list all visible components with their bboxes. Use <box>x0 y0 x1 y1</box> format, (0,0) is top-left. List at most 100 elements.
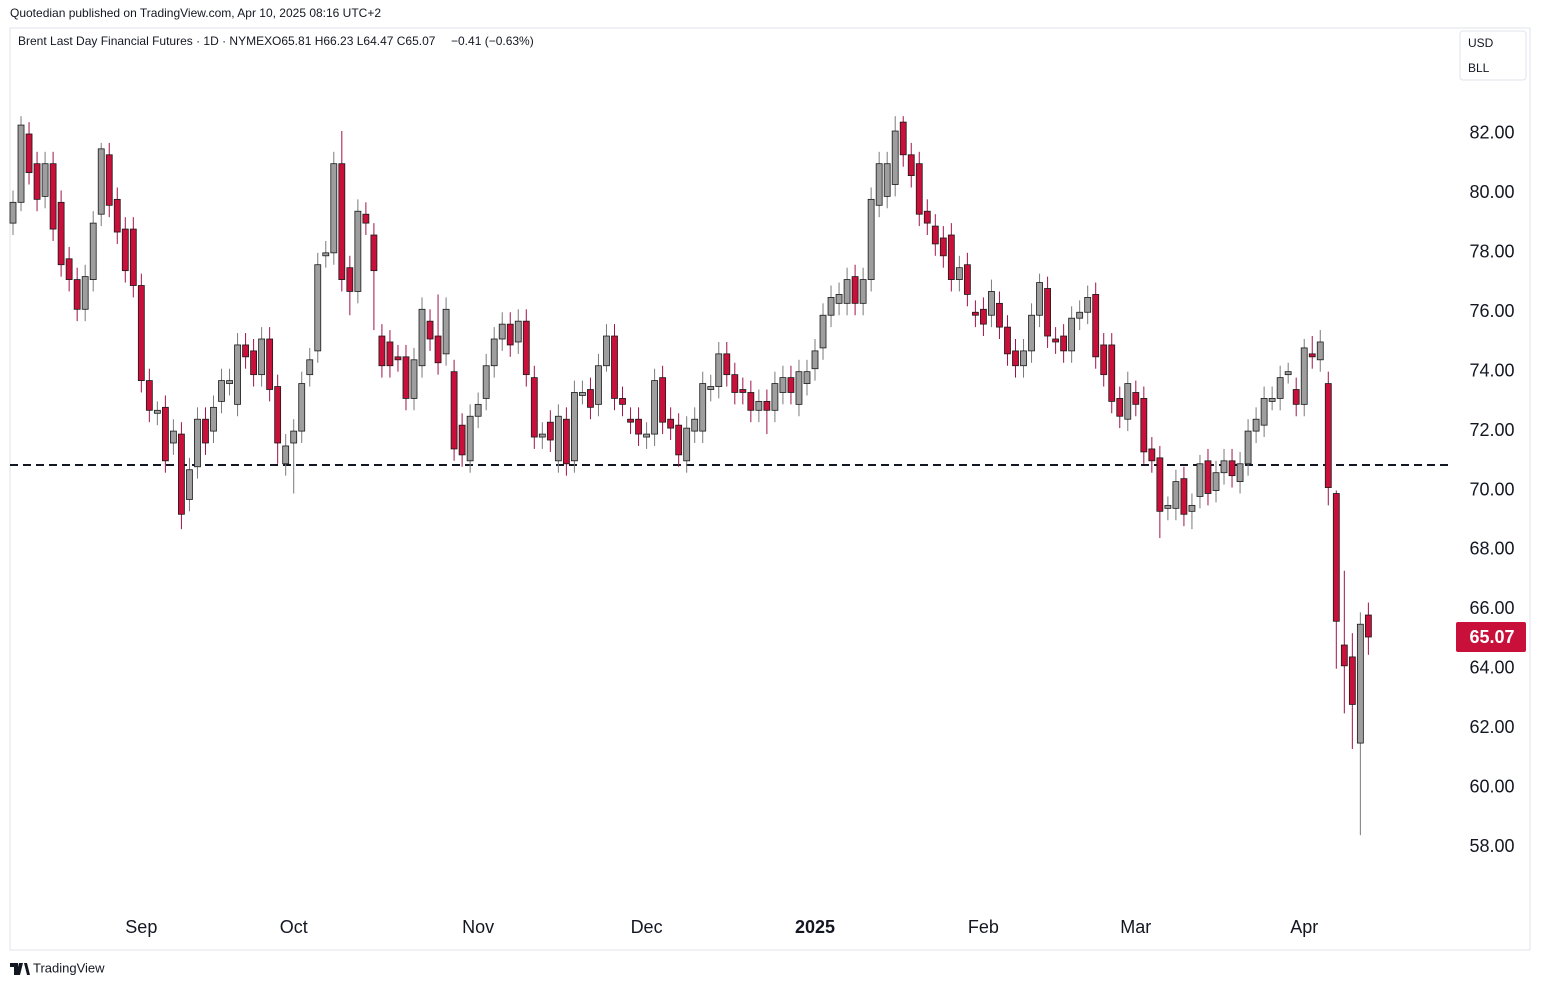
candle-body <box>1268 398 1276 402</box>
candle-body <box>346 267 354 292</box>
candle-body <box>434 335 442 364</box>
candle-body <box>619 398 626 405</box>
candle-body <box>113 198 121 233</box>
candle-body <box>9 201 17 224</box>
candle-body <box>1356 623 1364 744</box>
candle-body <box>1036 282 1043 316</box>
candle-body <box>699 383 707 432</box>
candle-body <box>955 267 963 280</box>
candle-body <box>1300 347 1308 405</box>
candle-body <box>1204 460 1212 494</box>
candle-body <box>1108 344 1116 402</box>
candle-body <box>1364 614 1372 638</box>
candle-body <box>274 386 282 444</box>
change: −0.41 (−0.63%) <box>451 34 534 48</box>
candle-body <box>474 403 482 417</box>
candle-body <box>73 279 81 310</box>
y-tick-label: 80.00 <box>1469 182 1514 202</box>
candle-body <box>1292 389 1300 405</box>
candle-body <box>258 338 266 376</box>
candle-body <box>972 311 979 316</box>
candle-body <box>603 335 610 367</box>
candle-body <box>226 380 233 384</box>
candle-body <box>683 427 691 462</box>
candle-body <box>651 380 658 435</box>
candle-body <box>290 430 298 444</box>
y-tick-label: 64.00 <box>1469 658 1514 678</box>
candle-body <box>530 377 538 438</box>
candle-body <box>386 341 394 367</box>
candle-body <box>298 383 306 432</box>
candle-body <box>835 294 843 304</box>
candle-body <box>145 380 153 411</box>
candle-body <box>691 418 699 432</box>
candle-body <box>875 163 883 206</box>
candle-body <box>354 210 362 292</box>
candle-body <box>506 323 514 346</box>
y-tick-label: 72.00 <box>1469 420 1514 440</box>
candle-body <box>546 421 554 441</box>
candle-body <box>514 320 522 343</box>
candle-body <box>322 252 330 257</box>
candle-body <box>675 424 683 456</box>
x-tick-label: 2025 <box>795 917 835 937</box>
candle-body <box>1164 504 1172 509</box>
candle-body <box>627 418 634 423</box>
candle-body <box>105 154 113 206</box>
candle-body <box>1060 335 1068 352</box>
candle-body <box>554 415 562 462</box>
candle-body <box>988 291 995 316</box>
candle-body <box>1076 311 1084 319</box>
candle-body <box>715 353 723 387</box>
x-tick-label: Oct <box>280 917 308 937</box>
candle-body <box>1316 341 1324 361</box>
candle-body <box>1308 353 1316 358</box>
x-tick-label: Dec <box>631 917 663 937</box>
candle-body <box>450 371 458 450</box>
currency-box[interactable] <box>1459 30 1527 81</box>
y-tick-label: 74.00 <box>1469 360 1514 380</box>
candle-body <box>1188 504 1196 512</box>
candle-body <box>562 418 570 465</box>
candle-body <box>571 392 578 462</box>
candle-body <box>923 210 931 224</box>
candle-body <box>1140 398 1148 453</box>
chart-frame <box>9 27 1531 951</box>
candle-body <box>370 234 378 272</box>
tv-logo <box>10 963 30 975</box>
x-tick-label: Apr <box>1290 917 1318 937</box>
candle-body <box>1324 383 1332 488</box>
candle-body <box>635 418 642 435</box>
candle-body <box>739 389 747 393</box>
candle-body <box>947 234 955 280</box>
y-tick-label: 68.00 <box>1469 539 1514 559</box>
candle-body <box>1132 392 1140 405</box>
candle-body <box>522 320 530 376</box>
candle-body <box>1028 314 1035 352</box>
candle-body <box>161 406 169 462</box>
candle-body <box>1020 350 1027 367</box>
y-tick-label: 82.00 <box>1469 123 1514 143</box>
y-tick-label: 78.00 <box>1469 242 1514 262</box>
candle-body <box>827 297 835 316</box>
candle-body <box>1332 493 1340 622</box>
candle-body <box>1348 656 1356 705</box>
x-tick-label: Sep <box>125 917 157 937</box>
candle-body <box>643 433 650 438</box>
candle-body <box>996 302 1003 328</box>
publisher: Quotedian published on TradingView.com, … <box>10 6 381 20</box>
candle-body <box>202 418 209 444</box>
candle-body <box>731 374 739 393</box>
candle-body <box>1044 288 1051 337</box>
candle-body <box>803 371 811 384</box>
candle-body <box>1124 383 1132 420</box>
candle-body <box>186 469 193 500</box>
candle-body <box>1252 418 1260 432</box>
candle-body <box>579 392 586 396</box>
y-tick-label: 58.00 <box>1469 836 1514 856</box>
candle-body <box>282 445 290 465</box>
candle-body <box>178 433 185 515</box>
y-tick-label: 76.00 <box>1469 301 1514 321</box>
x-tick-label: Nov <box>462 917 494 937</box>
x-tick-label: Mar <box>1120 917 1151 937</box>
